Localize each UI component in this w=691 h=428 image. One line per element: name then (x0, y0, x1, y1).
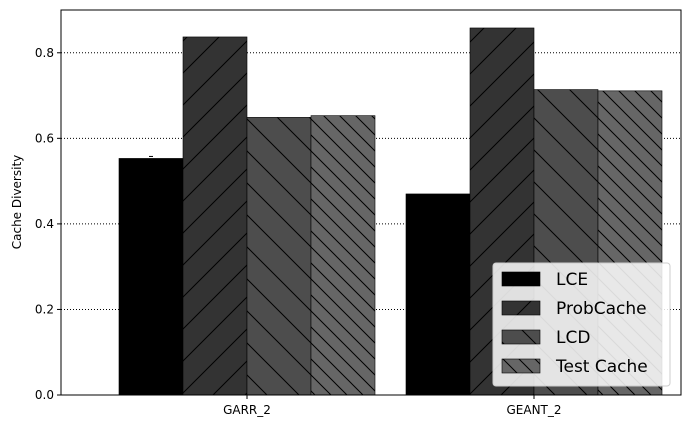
y-tick-label: 0.6 (35, 131, 54, 145)
legend: LCE ProbCache LCD Test Cache (492, 262, 671, 387)
legend-label: LCE (556, 270, 588, 290)
bar-test-cache-garr-2 (310, 115, 376, 396)
plot-frame (60, 9, 682, 396)
y-axis-ticks: 0.0 0.2 0.4 0.6 0.8 (35, 46, 61, 402)
y-tick-label: 0.0 (35, 388, 54, 402)
y-tick-label: 0.8 (35, 46, 54, 60)
legend-box (492, 262, 671, 387)
y-tick-label: 0.2 (35, 302, 54, 316)
bar-lce-garr-2 (118, 158, 184, 396)
y-axis-label: Cache Diversity (10, 155, 24, 250)
legend-label: Test Cache (555, 357, 648, 377)
x-axis-ticks: GARR_2 GEANT_2 (223, 395, 562, 417)
bar-lce-geant-2 (405, 193, 471, 396)
bar-probcache-garr-2 (182, 36, 248, 396)
y-tick-label: 0.4 (35, 217, 54, 231)
legend-swatch (501, 271, 541, 287)
legend-label: ProbCache (556, 299, 647, 319)
bar-lcd-garr-2 (246, 117, 312, 396)
x-tick-label: GEANT_2 (506, 403, 561, 417)
x-tick-label: GARR_2 (223, 403, 271, 417)
legend-swatch (501, 329, 541, 345)
legend-label: LCD (556, 328, 590, 348)
legend-swatch (501, 358, 541, 374)
legend-swatch (501, 300, 541, 316)
